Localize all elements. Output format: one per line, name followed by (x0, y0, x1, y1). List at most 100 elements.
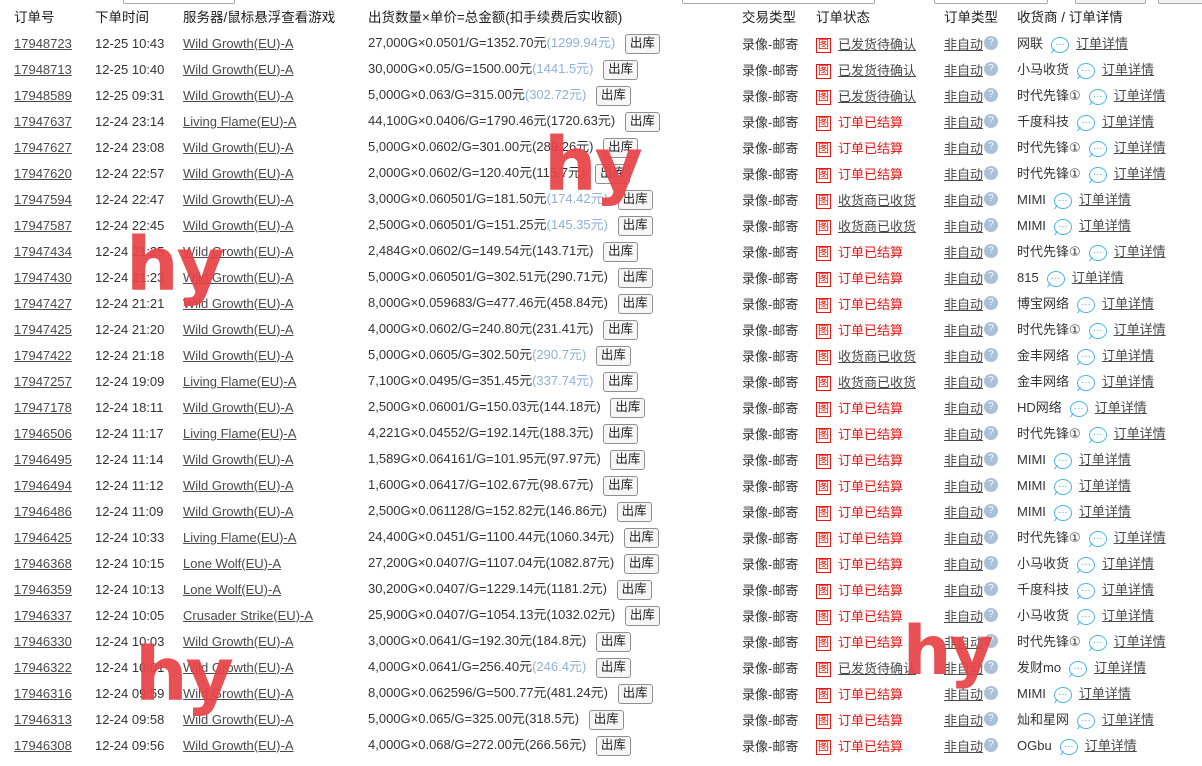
server-link[interactable]: Living Flame(EU)-A (183, 113, 297, 129)
order-detail-link[interactable]: 订单详情 (1094, 400, 1147, 415)
chat-bubble-icon[interactable]: … (1053, 193, 1072, 209)
server-link[interactable]: Living Flame(EU)-A (183, 373, 297, 389)
order-type-link[interactable]: 非自动 (944, 426, 984, 442)
server-link[interactable]: Wild Growth(EU)-A (183, 295, 294, 311)
chat-bubble-icon[interactable]: … (1077, 297, 1096, 313)
order-type-link[interactable]: 非自动 (944, 114, 984, 130)
image-icon[interactable]: 图 (816, 375, 831, 391)
ship-out-button[interactable]: 出库 (623, 554, 659, 574)
ship-out-button[interactable]: 出库 (616, 502, 652, 522)
filter-button-fragment[interactable] (1158, 0, 1202, 4)
chat-bubble-icon[interactable]: … (1088, 245, 1107, 261)
help-icon[interactable]: ? (984, 87, 999, 102)
order-detail-link[interactable]: 订单详情 (1113, 322, 1166, 337)
image-icon[interactable]: 图 (816, 427, 831, 443)
help-icon[interactable]: ? (984, 555, 999, 570)
ship-out-button[interactable]: 出库 (624, 606, 660, 626)
image-icon[interactable]: 图 (816, 245, 831, 261)
chat-bubble-icon[interactable]: … (1088, 323, 1107, 339)
ship-out-button[interactable]: 出库 (595, 658, 631, 678)
image-icon[interactable]: 图 (816, 583, 831, 599)
server-link[interactable]: Wild Growth(EU)-A (183, 685, 294, 701)
image-icon[interactable]: 图 (816, 63, 831, 79)
order-id-link[interactable]: 17948723 (14, 35, 72, 51)
order-type-link[interactable]: 非自动 (944, 192, 984, 208)
chat-bubble-icon[interactable]: … (1077, 115, 1096, 131)
help-icon[interactable]: ? (984, 139, 999, 154)
help-icon[interactable]: ? (984, 633, 999, 648)
help-icon[interactable]: ? (984, 659, 999, 674)
chat-bubble-icon[interactable]: … (1053, 453, 1072, 469)
chat-bubble-icon[interactable]: … (1077, 557, 1096, 573)
order-status[interactable]: 已发货待确认 (838, 88, 917, 104)
help-icon[interactable]: ? (984, 35, 999, 50)
image-icon[interactable]: 图 (816, 739, 831, 755)
server-link[interactable]: Wild Growth(EU)-A (183, 165, 294, 181)
server-link[interactable]: Wild Growth(EU)-A (183, 477, 294, 493)
image-icon[interactable]: 图 (816, 401, 831, 417)
order-id-link[interactable]: 17947587 (14, 217, 72, 233)
order-type-link[interactable]: 非自动 (944, 504, 984, 520)
order-detail-link[interactable]: 订单详情 (1102, 114, 1155, 129)
ship-out-button[interactable]: 出库 (617, 268, 653, 288)
order-detail-link[interactable]: 订单详情 (1113, 426, 1166, 441)
ship-out-button[interactable]: 出库 (588, 710, 624, 730)
chat-bubble-icon[interactable]: … (1088, 635, 1107, 651)
image-icon[interactable]: 图 (816, 167, 831, 183)
order-id-link[interactable]: 17948589 (14, 87, 72, 103)
order-detail-link[interactable]: 订单详情 (1102, 556, 1155, 571)
ship-out-button[interactable]: 出库 (595, 736, 631, 756)
filter-input-fragment[interactable] (123, 0, 235, 4)
image-icon[interactable]: 图 (816, 557, 831, 573)
ship-out-button[interactable]: 出库 (603, 242, 639, 262)
order-detail-link[interactable]: 订单详情 (1078, 478, 1131, 493)
chat-bubble-icon[interactable]: … (1077, 63, 1096, 79)
help-icon[interactable]: ? (984, 451, 999, 466)
help-icon[interactable]: ? (984, 373, 999, 388)
chat-bubble-icon[interactable]: … (1053, 479, 1072, 495)
order-detail-link[interactable]: 订单详情 (1113, 88, 1166, 103)
order-status[interactable]: 已发货待确认 (838, 36, 917, 52)
help-icon[interactable]: ? (984, 477, 999, 492)
ship-out-button[interactable]: 出库 (617, 216, 653, 236)
order-type-link[interactable]: 非自动 (944, 686, 984, 702)
server-link[interactable]: Wild Growth(EU)-A (183, 659, 294, 675)
ship-out-button[interactable]: 出库 (603, 138, 639, 158)
ship-out-button[interactable]: 出库 (603, 424, 639, 444)
server-link[interactable]: Wild Growth(EU)-A (183, 87, 294, 103)
server-link[interactable]: Wild Growth(EU)-A (183, 61, 294, 77)
chat-bubble-icon[interactable]: … (1053, 505, 1072, 521)
order-id-link[interactable]: 17947620 (14, 165, 72, 181)
ship-out-button[interactable]: 出库 (595, 346, 631, 366)
help-icon[interactable]: ? (984, 399, 999, 414)
order-type-link[interactable]: 非自动 (944, 270, 984, 286)
order-type-link[interactable]: 非自动 (944, 296, 984, 312)
order-id-link[interactable]: 17946494 (14, 477, 72, 493)
ship-out-button[interactable]: 出库 (617, 190, 653, 210)
order-status[interactable]: 收货商已收货 (838, 218, 917, 234)
order-detail-link[interactable]: 订单详情 (1102, 296, 1155, 311)
ship-out-button[interactable]: 出库 (603, 60, 639, 80)
server-link[interactable]: Wild Growth(EU)-A (183, 503, 294, 519)
order-type-link[interactable]: 非自动 (944, 62, 984, 78)
order-id-link[interactable]: 17947594 (14, 191, 72, 207)
order-status[interactable]: 已发货待确认 (838, 62, 917, 78)
order-type-link[interactable]: 非自动 (944, 374, 984, 390)
order-id-link[interactable]: 17946506 (14, 425, 72, 441)
order-detail-link[interactable]: 订单详情 (1078, 452, 1131, 467)
order-id-link[interactable]: 17946495 (14, 451, 72, 467)
image-icon[interactable]: 图 (816, 661, 831, 677)
order-id-link[interactable]: 17946368 (14, 555, 72, 571)
order-id-link[interactable]: 17947178 (14, 399, 72, 415)
chat-bubble-icon[interactable]: … (1077, 583, 1096, 599)
chat-bubble-icon[interactable]: … (1069, 661, 1088, 677)
server-link[interactable]: Wild Growth(EU)-A (183, 139, 294, 155)
server-link[interactable]: Wild Growth(EU)-A (183, 633, 294, 649)
order-type-link[interactable]: 非自动 (944, 634, 984, 650)
chat-bubble-icon[interactable]: … (1077, 349, 1096, 365)
order-id-link[interactable]: 17946308 (14, 737, 72, 753)
help-icon[interactable]: ? (984, 737, 999, 752)
chat-bubble-icon[interactable]: … (1046, 271, 1065, 287)
order-id-link[interactable]: 17947257 (14, 373, 72, 389)
order-type-link[interactable]: 非自动 (944, 452, 984, 468)
